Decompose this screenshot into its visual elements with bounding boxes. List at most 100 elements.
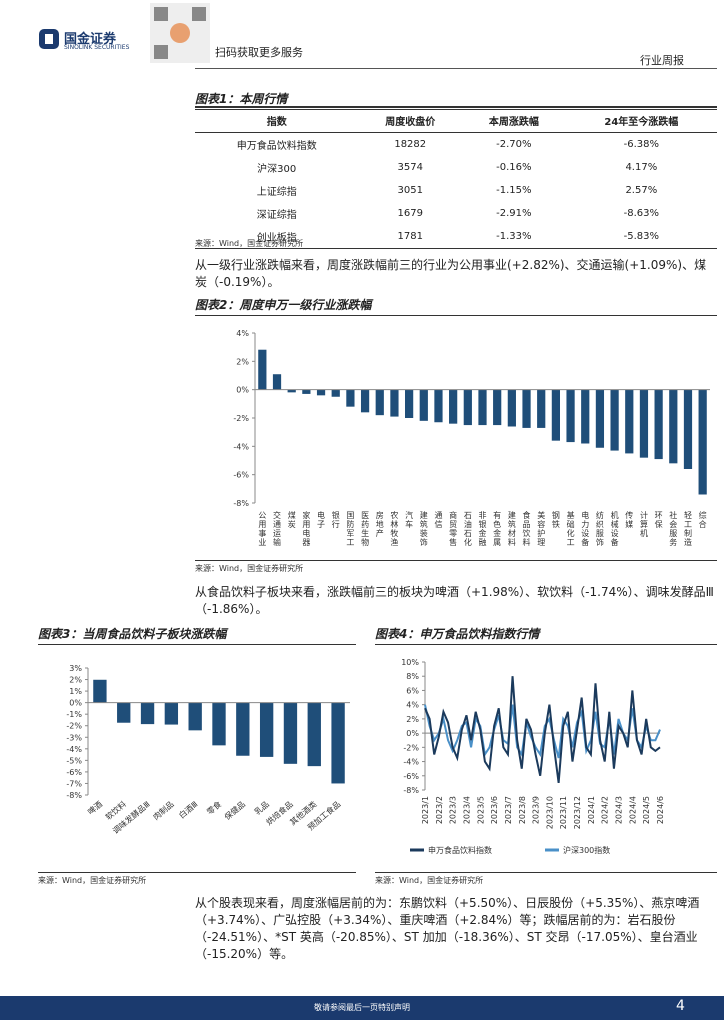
source: 来源：Wind，国金证券研究所	[195, 560, 717, 574]
bar	[258, 349, 267, 390]
x-tick-label: 环保	[654, 511, 663, 529]
x-tick-label: 美容护理	[537, 510, 546, 547]
x-tick-label: 2023/12	[573, 796, 582, 829]
table-row: 创业板指 1781 -1.33% -5.83%	[195, 225, 717, 249]
x-tick-label: 2023/9	[532, 796, 541, 824]
table-row: 沪深300 3574 -0.16% 4.17%	[195, 156, 717, 179]
legend-label: 申万食品饮料指数	[428, 845, 492, 855]
paragraph: 从一级行业涨跌幅来看，周度涨跌幅前三的行业为公用事业(+2.82%)、交通运输(…	[195, 258, 707, 289]
chart-title: 图表3：当周食品饮料子板块涨跌幅	[38, 625, 356, 645]
company-en: SINOLINK SECURITIES	[64, 44, 130, 51]
x-tick-label: 啤酒	[86, 799, 105, 817]
x-tick-label: 2024/1	[587, 796, 596, 824]
y-tick-label: -2%	[233, 414, 249, 423]
x-tick-label: 房地产	[375, 510, 384, 538]
y-tick-label: -4%	[403, 758, 419, 767]
y-tick-label: 4%	[406, 701, 419, 710]
bar	[595, 389, 605, 448]
bar	[302, 389, 311, 394]
table-cell: 1781	[397, 231, 423, 242]
y-tick-label: -6%	[403, 772, 419, 781]
y-tick-label: -3%	[66, 733, 82, 742]
source: 来源：Wind，国金证券研究所	[375, 872, 717, 886]
y-tick-label: -2%	[403, 743, 419, 752]
bar	[625, 389, 634, 454]
table-cell: 申万食品饮料指数	[236, 141, 317, 152]
x-tick-label: 保健品	[222, 799, 247, 822]
bar	[493, 389, 502, 426]
x-tick-label: 2023/2	[435, 796, 444, 824]
table-cell: 3574	[397, 162, 423, 173]
qr-code	[150, 3, 210, 63]
chart: 4% 2% 0% -2% -4% -6% -8% 公用事业 交通运输 煤炭 家用电器 电子 银行 国防军工…	[233, 329, 710, 547]
table-cell: 3051	[397, 185, 423, 196]
x-tick-label: 2023/11	[559, 796, 568, 829]
bar	[346, 389, 355, 407]
bar	[698, 389, 707, 495]
table-cell: 深证综指	[256, 210, 297, 221]
table-cell: -0.16%	[496, 162, 532, 173]
bar	[307, 702, 321, 767]
bar	[140, 702, 155, 725]
y-tick-label: 0%	[236, 386, 249, 395]
paragraph: 从个股表现来看，周度涨幅居前的为：东鹏饮料（+5.50%）、日辰股份（+5.35…	[195, 896, 700, 961]
bar	[390, 389, 399, 417]
x-tick-label: 白酒Ⅲ	[177, 799, 200, 820]
x-tick-label: 2023/10	[545, 796, 554, 829]
paragraph: 从食品饮料子板块来看，涨跌幅前三的板块为啤酒（+1.98%）、软饮料（-1.74…	[195, 585, 714, 616]
y-tick-label: -4%	[66, 745, 82, 754]
bar	[566, 389, 575, 443]
y-tick-label: 0%	[69, 699, 82, 708]
bar	[610, 389, 619, 451]
footer	[0, 996, 724, 1020]
y-tick-label: 1%	[69, 687, 82, 696]
bar	[236, 702, 250, 756]
bar	[478, 389, 487, 426]
x-tick-label: 2024/6	[656, 796, 665, 824]
y-tick-label: 4%	[236, 329, 249, 338]
x-tick-label: 肉制品	[151, 799, 176, 822]
bar	[331, 389, 340, 397]
x-tick-label: 公用事业	[258, 511, 267, 547]
bar	[164, 702, 179, 725]
x-tick-label: 商贸零售	[449, 510, 458, 547]
chart-title: 图表2：周度申万一级行业涨跌幅	[195, 296, 717, 316]
bar	[259, 702, 274, 757]
x-tick-label: 零食	[205, 799, 224, 817]
y-tick-label: -1%	[66, 710, 82, 719]
y-tick-label: 0%	[406, 729, 419, 738]
x-tick-label: 传媒	[625, 510, 634, 529]
page-number: 4	[676, 998, 685, 1014]
chart-title: 图表4：申万食品饮料指数行情	[375, 625, 717, 645]
y-tick-label: -6%	[66, 768, 82, 777]
bar	[283, 702, 298, 764]
x-tick-label: 医药生物	[361, 511, 370, 547]
y-tick-label: 2%	[406, 715, 419, 724]
bar	[522, 389, 531, 428]
disclaimer: 敬请参阅最后一页特别声明	[314, 1003, 410, 1012]
x-tick-label: 石油石化	[463, 511, 472, 547]
x-tick-label: 非银金融	[478, 510, 487, 547]
bar	[405, 389, 414, 418]
legend-label: 沪深300指数	[563, 845, 610, 855]
table-row: 申万食品饮料指数 18282 -2.70% -6.38%	[195, 133, 717, 157]
x-tick-label: 农林牧渔	[390, 510, 399, 547]
x-tick-label: 2023/1	[421, 796, 430, 824]
table-cell: -5.83%	[623, 231, 660, 242]
column-header: 指数	[195, 106, 359, 133]
x-tick-label: 轻工制造	[683, 510, 692, 547]
logo	[39, 29, 59, 49]
x-tick-label: 乳品	[252, 799, 271, 817]
table-cell: -6.38%	[623, 139, 660, 150]
x-tick-label: 建筑装饰	[419, 510, 428, 547]
x-tick-label: 银行	[331, 510, 340, 529]
x-tick-label: 社会服务	[669, 510, 678, 547]
bar	[360, 389, 370, 413]
table-cell: -1.33%	[496, 231, 532, 242]
table-cell: -2.91%	[496, 208, 532, 219]
bar	[654, 389, 663, 460]
x-tick-label: 通信	[434, 510, 443, 529]
x-tick-label: 钢铁	[551, 510, 560, 529]
bar	[316, 389, 326, 396]
